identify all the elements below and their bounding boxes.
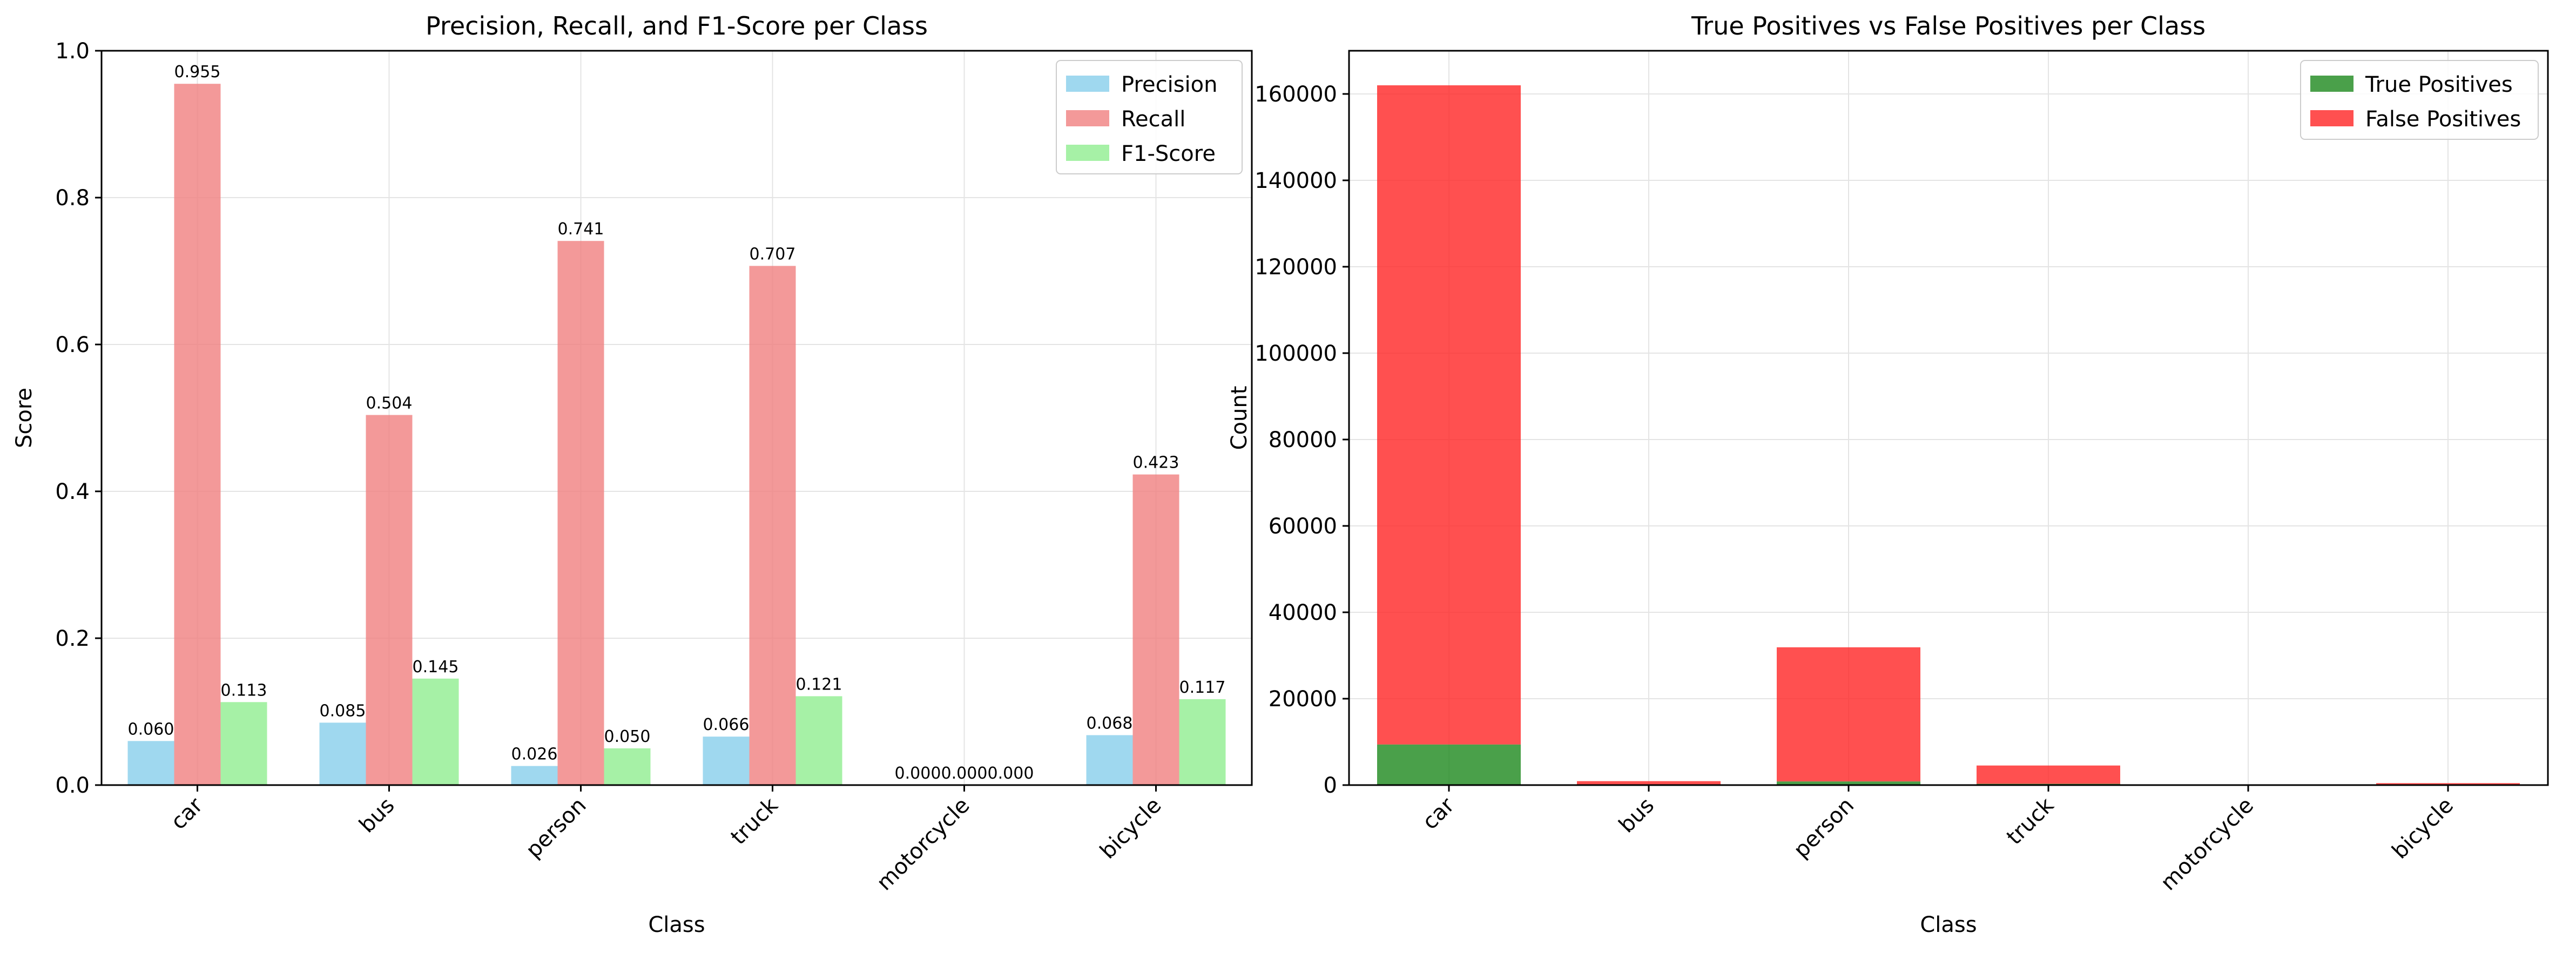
data-label: 0.113 [221, 681, 267, 700]
data-label: 0.707 [750, 245, 796, 263]
bar-f1-score [604, 748, 651, 785]
y-tick-label: 160000 [1255, 82, 1337, 107]
bar-true-positives [1777, 781, 1920, 785]
legend-swatch [1066, 110, 1109, 126]
data-label: 0.026 [511, 745, 558, 764]
legend-swatch [2310, 76, 2354, 92]
bar-recall [366, 415, 413, 785]
bar-recall [557, 241, 604, 785]
x-tick-label: person [521, 793, 591, 863]
y-tick-label: 0 [1324, 773, 1337, 798]
bar-true-positives [1377, 744, 1521, 785]
legend-box [2300, 60, 2539, 140]
data-label: 0.955 [174, 63, 221, 82]
bar-recall [174, 84, 221, 786]
x-tick-label: bus [354, 793, 399, 838]
data-label: 0.050 [604, 727, 651, 746]
bar-precision [319, 722, 366, 785]
y-tick-label: 140000 [1255, 168, 1337, 193]
data-label: 0.000 [988, 764, 1034, 783]
y-tick-label: 0.2 [55, 626, 90, 651]
y-tick-label: 40000 [1269, 600, 1337, 625]
legend-label: True Positives [2365, 72, 2513, 97]
legend: True Positives False Positives [2300, 60, 2539, 140]
x-tick-label: bicycle [2388, 793, 2458, 864]
bar-false-positives [2376, 783, 2520, 785]
legend-label: Precision [1121, 72, 1217, 97]
y-tick-label: 100000 [1255, 341, 1337, 366]
legend-label: F1-Score [1121, 141, 1216, 166]
bar-false-positives [1577, 781, 1721, 785]
data-label: 0.145 [413, 658, 459, 677]
data-label: 0.000 [941, 764, 988, 783]
chart-precision-recall-f1: 0.060 0.085 0.026 0.066 0.000 0.068 0.955 0.504… [12, 11, 1253, 937]
legend-label: False Positives [2365, 107, 2521, 132]
x-tick-label: bus [1614, 793, 1659, 838]
y-tick-label: 0.8 [55, 186, 90, 211]
data-label: 0.423 [1133, 454, 1179, 472]
bar-false-positives [1977, 765, 2120, 784]
y-tick-label: 0.4 [55, 479, 90, 504]
data-label: 0.504 [366, 394, 413, 413]
bar-precision [1086, 735, 1133, 785]
x-tick-label: car [166, 793, 208, 834]
legend-label: Recall [1121, 107, 1185, 132]
y-tick-label: 0.0 [55, 773, 90, 798]
y-tick-label: 60000 [1269, 514, 1337, 539]
y-tick-label: 80000 [1269, 428, 1337, 452]
x-tick-label: truck [2002, 793, 2059, 850]
bar-f1-score [1179, 699, 1226, 785]
y-axis-label: Count [1227, 386, 1252, 450]
legend: Precision Recall F1-Score [1056, 60, 1243, 174]
x-tick-label: person [1789, 793, 1859, 863]
data-label: 0.117 [1179, 678, 1226, 697]
bar-recall [749, 266, 796, 786]
chart-title: True Positives vs False Positives per Cl… [1691, 11, 2206, 40]
legend-swatch [1066, 145, 1109, 161]
plot-frame [1348, 50, 2549, 786]
data-label: 0.066 [703, 715, 750, 734]
legend-swatch [1066, 76, 1109, 92]
x-tick-label: motorcycle [2156, 793, 2258, 896]
x-tick-label: motorcycle [872, 793, 975, 896]
y-axis-label: Score [12, 388, 37, 448]
bar-precision [127, 741, 174, 785]
data-label: 0.068 [1087, 714, 1133, 733]
bar-f1-score [412, 678, 459, 785]
x-axis-label: Class [1920, 913, 1977, 937]
bar-precision [511, 766, 558, 785]
data-label: 0.060 [128, 720, 174, 739]
chart-true-vs-false-positives: 0 20000 40000 60000 80000 100000 120000 140000 1… [1227, 11, 2549, 937]
bar-precision [703, 736, 750, 785]
bar-f1-score [220, 702, 267, 785]
bar-false-positives [1777, 647, 1920, 782]
bar-recall [1132, 474, 1179, 785]
data-label: 0.121 [796, 675, 842, 694]
y-tick-label: 0.6 [55, 333, 90, 357]
x-tick-label: car [1418, 793, 1459, 834]
plot-frame [100, 50, 1253, 786]
chart-title: Precision, Recall, and F1-Score per Clas… [426, 11, 928, 40]
data-label: 0.000 [895, 764, 941, 783]
x-axis-label: Class [648, 913, 705, 937]
bar-f1-score [795, 696, 842, 785]
x-tick-label: bicycle [1095, 793, 1166, 864]
data-label: 0.085 [320, 701, 366, 720]
y-tick-label: 20000 [1269, 687, 1337, 712]
y-tick-label: 120000 [1255, 255, 1337, 280]
x-tick-label: truck [726, 793, 783, 850]
bar-false-positives [1377, 85, 1521, 745]
y-tick-label: 1.0 [55, 39, 90, 64]
legend-swatch [2310, 110, 2354, 126]
data-label: 0.741 [558, 220, 604, 239]
